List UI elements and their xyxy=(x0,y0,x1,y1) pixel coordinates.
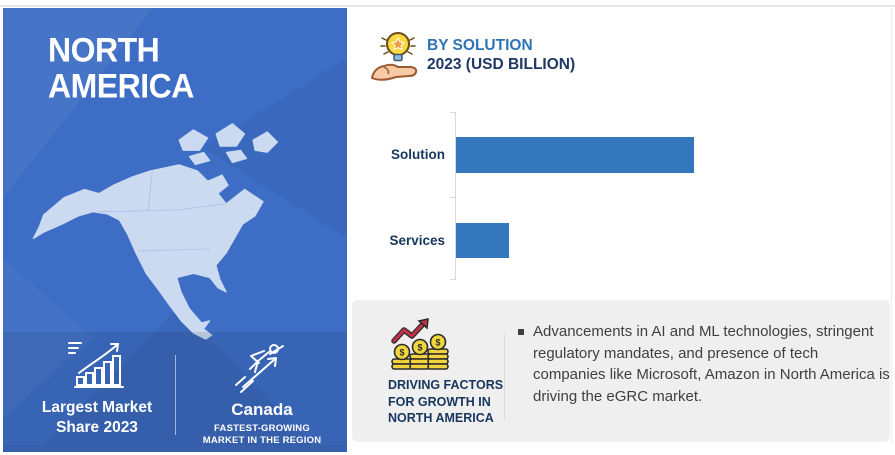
category-label-services: Services xyxy=(389,233,445,248)
df-label-line1: DRIVING FACTORS xyxy=(388,378,504,392)
axis-tick-mid xyxy=(450,197,455,198)
chart-header: BY SOLUTION 2023 (USD BILLION) xyxy=(427,36,575,74)
driving-factors-divider xyxy=(504,334,505,420)
flying-person-arrow-icon xyxy=(235,344,284,393)
region-title: NORTH AMERICA xyxy=(48,32,194,104)
largest-market-share-label: Largest Market Share 2023 xyxy=(21,398,173,438)
largest-market-share-block: Largest Market Share 2023 xyxy=(21,339,173,438)
chart-heading: BY SOLUTION xyxy=(427,37,533,54)
svg-text:$: $ xyxy=(399,348,404,358)
driving-factors-bullet-item: Advancements in AI and ML technologies, … xyxy=(518,321,890,407)
chart-subheading: 2023 (USD BILLION) xyxy=(427,56,576,73)
fastest-growing-label: FASTEST-GROWING MARKET IN THE REGION xyxy=(183,423,341,445)
category-label-solution: Solution xyxy=(391,147,445,162)
driving-factors-label: DRIVING FACTORS FOR GROWTH IN NORTH AMER… xyxy=(388,377,503,427)
bar-solution xyxy=(456,137,694,173)
axis-tick-top xyxy=(450,112,455,113)
fg-line1: FASTEST-GROWING xyxy=(214,423,310,434)
share-line1: Largest Market xyxy=(41,399,153,416)
fastest-growing-block: Canada FASTEST-GROWING MARKET IN THE REG… xyxy=(183,339,341,445)
region-title-line1: NORTH xyxy=(48,30,160,70)
panel-bottom-strip xyxy=(3,445,347,452)
hand-holding-lightbulb-icon xyxy=(371,32,418,81)
bar-services xyxy=(456,223,509,258)
growth-bar-chart-icon xyxy=(68,342,124,388)
chart-y-axis xyxy=(455,112,456,280)
share-line2: Share 2023 xyxy=(56,419,138,436)
svg-text:$: $ xyxy=(417,343,422,353)
region-title-line2: AMERICA xyxy=(48,66,194,106)
right-divider-rule xyxy=(891,6,892,442)
top-divider-rule xyxy=(0,5,895,7)
svg-text:$: $ xyxy=(435,338,440,348)
bullet-square-icon xyxy=(518,329,524,335)
fg-line2: MARKET IN THE REGION xyxy=(202,435,322,445)
footer-vertical-divider xyxy=(175,355,176,435)
axis-tick-bottom xyxy=(450,279,455,280)
df-label-line3: NORTH AMERICA xyxy=(388,411,494,425)
driving-factors-text: Advancements in AI and ML technologies, … xyxy=(533,323,890,405)
df-label-line2: FOR GROWTH IN xyxy=(388,394,491,409)
fastest-growing-country: Canada xyxy=(231,400,293,419)
polygon-facet-background xyxy=(3,8,347,445)
driving-factors-panel: $ $ $ DRIVING FACTORS FOR GROWTH IN NORTH … xyxy=(352,300,890,442)
region-panel: NORTH AMERICA xyxy=(3,8,347,445)
north-america-map xyxy=(32,123,279,340)
coins-growth-icon: $ $ $ xyxy=(391,318,449,370)
